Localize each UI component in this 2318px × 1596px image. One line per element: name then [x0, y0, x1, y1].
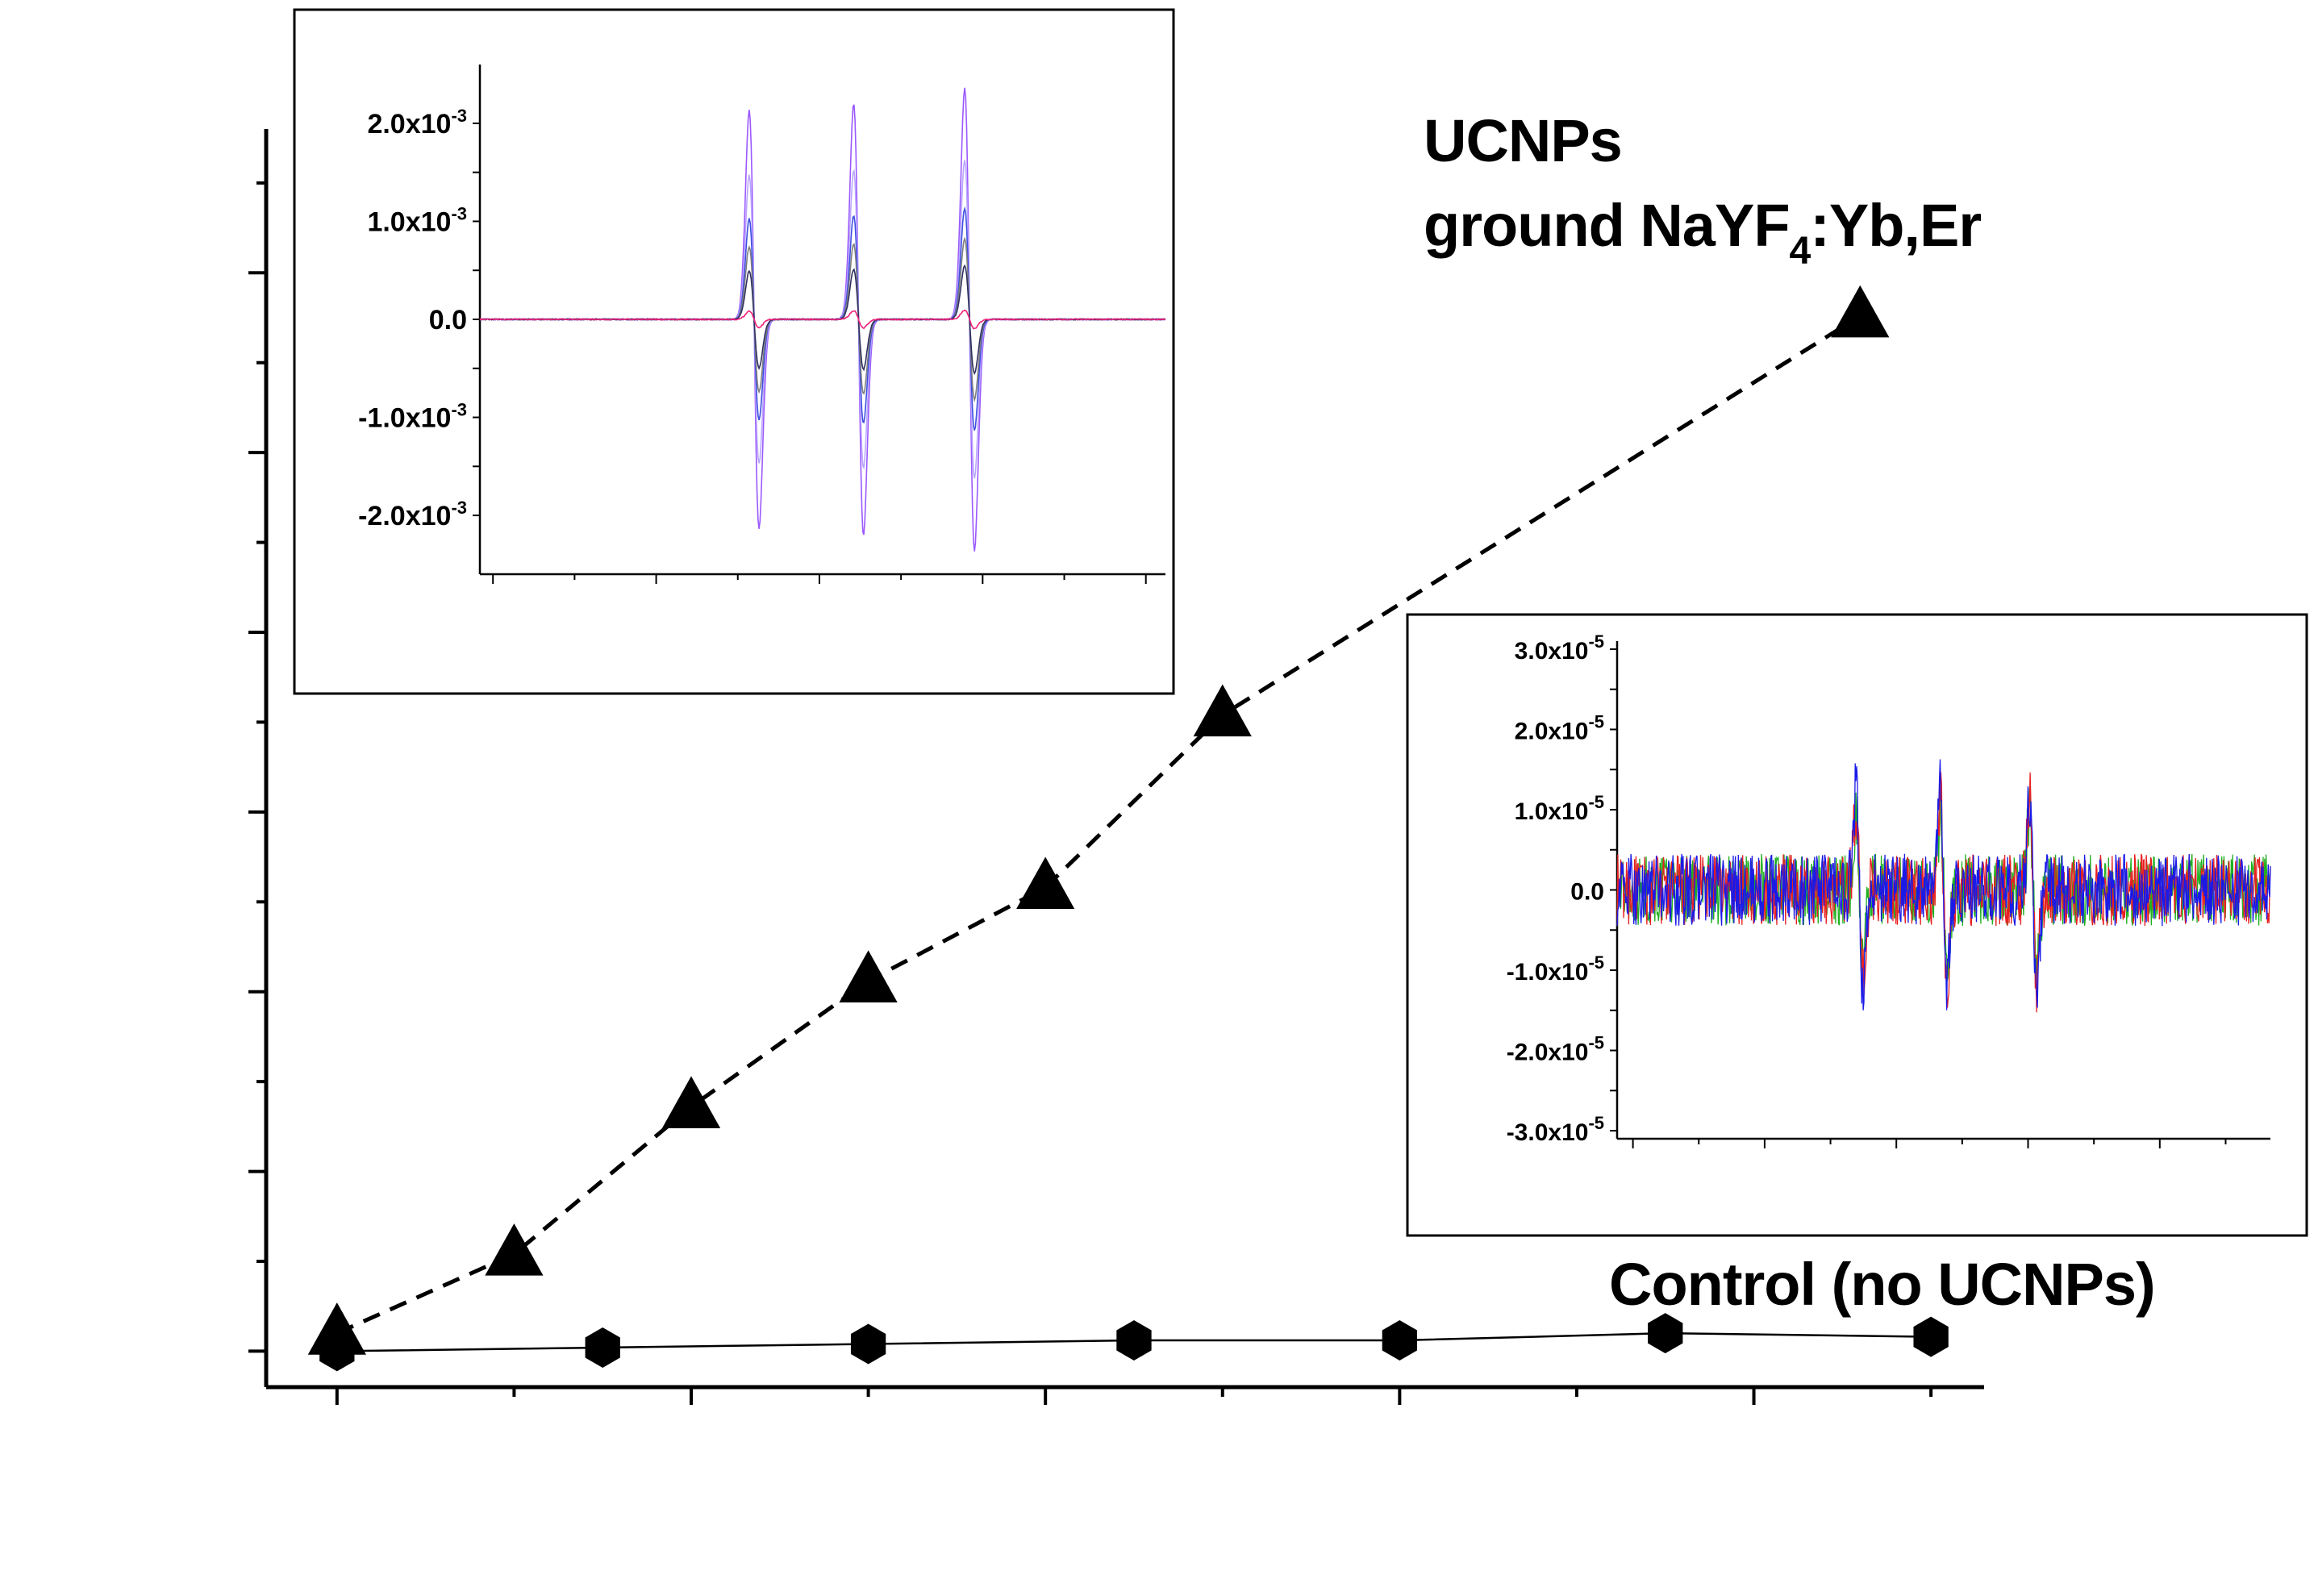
- inset-y-tick-mantissa: -2.0x10: [358, 501, 451, 531]
- data-point-control: [850, 1323, 886, 1365]
- inset-y-tick-label: 2.0x10-3: [367, 106, 467, 140]
- inset-y-tick-mantissa: 1.0x10: [1515, 798, 1589, 825]
- inset-y-tick-label: -1.0x10-5: [1507, 952, 1604, 986]
- inset-y-tick-mantissa: 1.0x10: [367, 206, 451, 237]
- inset-y-tick-label: -1.0x10-3: [358, 400, 467, 434]
- esr-spectrum-noisy-3: [1616, 759, 2271, 1011]
- inset-y-tick-label: -3.0x10-5: [1507, 1113, 1604, 1146]
- inset-y-tick-label: -2.0x10-5: [1507, 1033, 1604, 1066]
- inset-y-tick-mantissa: -3.0x10: [1507, 1119, 1589, 1146]
- main-chart: [248, 129, 1984, 1405]
- data-point-control: [585, 1327, 620, 1368]
- inset-y-tick-exponent: -3: [451, 106, 467, 126]
- inset-y-tick-exponent: -5: [1588, 711, 1604, 731]
- annotation-ucnps: UCNPs: [1424, 107, 1622, 174]
- inset-a: 2.0x10-31.0x10-30.0-1.0x10-3-2.0x10-3: [293, 8, 1175, 695]
- inset-y-tick-mantissa: 0.0: [1570, 879, 1604, 906]
- inset-y-tick-mantissa: -2.0x10: [1507, 1040, 1589, 1066]
- data-point-ucnps: [1016, 856, 1075, 910]
- inset-y-tick-exponent: -5: [1588, 1113, 1604, 1133]
- data-point-control: [1648, 1313, 1683, 1354]
- inset-frame: [1406, 613, 2308, 1237]
- inset-y-tick-exponent: -5: [1588, 952, 1604, 973]
- inset-y-tick-mantissa: 2.0x10: [1515, 718, 1589, 744]
- data-point-control: [1382, 1320, 1418, 1361]
- inset-y-tick-label: -2.0x10-3: [358, 498, 467, 531]
- inset-b: 3.0x10-52.0x10-51.0x10-50.0-1.0x10-5-2.0…: [1406, 613, 2308, 1237]
- annotation-ground-nayf4: ground NaYF4:Yb,Er: [1424, 192, 1981, 273]
- inset-y-tick-exponent: -5: [1588, 792, 1604, 812]
- data-point-ucnps: [661, 1076, 721, 1128]
- inset-y-tick-exponent: -3: [451, 203, 467, 223]
- data-point-ucnps: [485, 1223, 544, 1276]
- inset-y-tick-label: 0.0: [429, 305, 467, 335]
- inset-y-tick-label: 3.0x10-5: [1515, 631, 1604, 665]
- inset-y-tick-label: 1.0x10-3: [367, 203, 467, 237]
- data-point-control: [1116, 1320, 1152, 1361]
- inset-y-tick-exponent: -3: [451, 498, 467, 518]
- inset-y-tick-exponent: -5: [1588, 631, 1604, 652]
- inset-y-tick-mantissa: -1.0x10: [1507, 959, 1589, 986]
- data-point-ucnps: [1831, 285, 1890, 338]
- inset-y-tick-label: 0.0: [1570, 879, 1604, 906]
- inset-y-tick-exponent: -3: [451, 400, 467, 420]
- data-point-control: [319, 1331, 355, 1372]
- esr-spectrum-spectrum-6: [479, 309, 1166, 330]
- inset-y-tick-mantissa: -1.0x10: [358, 403, 451, 434]
- inset-y-tick-mantissa: 2.0x10: [367, 109, 451, 140]
- data-point-ucnps: [1193, 684, 1252, 737]
- data-point-control: [1913, 1316, 1949, 1357]
- inset-y-tick-label: 1.0x10-5: [1515, 792, 1604, 825]
- inset-frame: [293, 8, 1175, 695]
- annotation-control: Control (no UCNPs): [1609, 1251, 2155, 1318]
- inset-y-tick-exponent: -5: [1588, 1033, 1604, 1053]
- inset-y-tick-mantissa: 3.0x10: [1515, 638, 1589, 665]
- inset-y-tick-label: 2.0x10-5: [1515, 711, 1604, 744]
- data-point-ucnps: [839, 950, 898, 1002]
- inset-y-tick-mantissa: 0.0: [429, 305, 467, 335]
